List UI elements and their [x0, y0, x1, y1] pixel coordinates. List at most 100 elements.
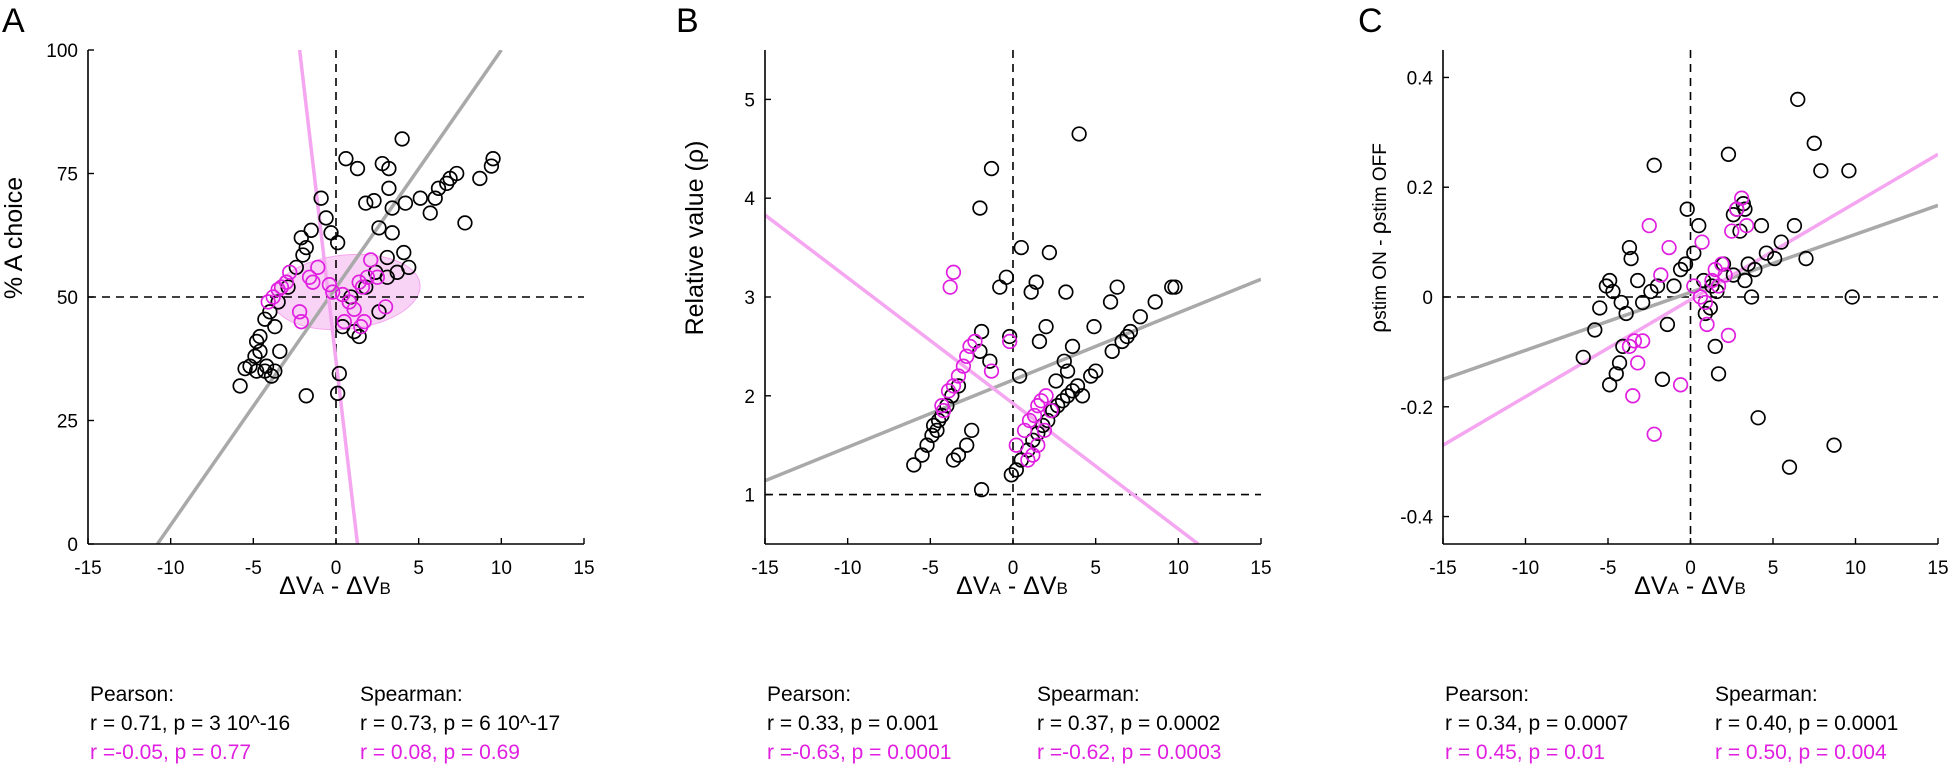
- data-point-magenta: [1634, 333, 1651, 349]
- spearman-title: Spearman:: [1715, 683, 1818, 706]
- data-point-black: [972, 343, 988, 359]
- x-tick-label: -5: [922, 558, 939, 579]
- data-point-magenta: [325, 284, 341, 300]
- data-point-black: [1826, 437, 1842, 453]
- data-point-magenta: [291, 304, 308, 320]
- data-point-black: [1164, 279, 1180, 295]
- data-point-magenta: [363, 252, 379, 268]
- data-point-black: [298, 239, 314, 256]
- plot-area: [88, 50, 584, 544]
- data-point-magenta: [1661, 239, 1677, 256]
- data-point-black: [1109, 279, 1125, 295]
- data-point-black: [381, 180, 397, 196]
- data-point-black: [950, 378, 967, 394]
- data-point-magenta: [1036, 422, 1053, 439]
- x-tick-label: -15: [1429, 558, 1456, 579]
- data-point-black: [1102, 294, 1119, 310]
- data-point-black: [358, 195, 374, 211]
- spearman-black-stat: r = 0.40, p = 0.0001: [1715, 712, 1899, 735]
- data-point-black: [1758, 245, 1775, 261]
- data-point-black: [1008, 462, 1024, 478]
- data-point-magenta: [1021, 412, 1038, 429]
- pearson-magenta-stat: r = 0.45, p = 0.01: [1445, 741, 1605, 764]
- data-point-black: [1132, 309, 1148, 325]
- y-tick-label: 50: [57, 288, 78, 309]
- data-point-black: [972, 200, 988, 216]
- data-point-black: [1646, 157, 1662, 173]
- data-point-black: [394, 131, 410, 147]
- pearson-magenta-stat: r =-0.63, p = 0.0001: [767, 741, 952, 764]
- data-point-black: [295, 247, 311, 263]
- data-point-magenta: [1020, 452, 1036, 468]
- x-tick-label: -5: [245, 558, 262, 579]
- data-point-magenta: [1697, 294, 1713, 311]
- y-tick-label: 0: [67, 535, 78, 556]
- data-point-black: [998, 269, 1015, 285]
- data-point-magenta: [945, 264, 962, 280]
- regression-line-pink: [765, 213, 1200, 544]
- data-point-magenta: [346, 301, 362, 318]
- data-point-magenta: [1717, 267, 1733, 283]
- data-point-black: [1747, 261, 1763, 278]
- data-point-black: [1737, 272, 1753, 289]
- data-point-black: [1601, 272, 1618, 289]
- data-point-black: [331, 365, 347, 382]
- data-point-black: [1064, 383, 1081, 399]
- data-point-magenta: [1626, 333, 1643, 349]
- data-point-black: [1798, 250, 1814, 267]
- y-tick-label: 2: [744, 387, 755, 408]
- data-point-black: [945, 452, 962, 468]
- data-point-black: [1659, 316, 1676, 333]
- data-point-black: [982, 353, 998, 369]
- data-point-magenta: [1733, 190, 1750, 206]
- data-point-magenta: [310, 259, 326, 276]
- spearman-title: Spearman:: [1037, 683, 1140, 706]
- data-point-black: [906, 457, 922, 473]
- spearman-title: Spearman:: [360, 683, 463, 706]
- data-point-magenta: [1026, 407, 1043, 424]
- data-point-black: [1634, 294, 1651, 311]
- data-point-black: [232, 378, 248, 394]
- data-point-black: [1841, 163, 1857, 179]
- x-tick-label: 5: [413, 558, 424, 579]
- y-tick-label: 4: [744, 189, 755, 210]
- data-point-black: [1773, 234, 1789, 250]
- data-point-black: [950, 447, 967, 463]
- data-point-black: [1686, 245, 1702, 261]
- spearman-stats-a: Spearman: r = 0.73, p = 6 10^-17 r = 0.0…: [360, 680, 560, 767]
- data-point-magenta: [273, 279, 290, 295]
- y-tick-label: 0.4: [1407, 68, 1434, 89]
- y-tick-label: 0.2: [1407, 178, 1433, 199]
- spearman-black-stat: r = 0.73, p = 6 10^-17: [360, 712, 561, 735]
- data-point-magenta: [369, 269, 385, 285]
- data-point-black: [1054, 393, 1071, 409]
- spearman-stats-b: Spearman: r = 0.37, p = 0.0002 r =-0.62,…: [1037, 680, 1221, 767]
- data-point-black: [1003, 467, 1019, 483]
- data-point-black: [330, 235, 346, 251]
- data-point-black: [1074, 388, 1091, 404]
- data-point-black: [1031, 333, 1048, 350]
- panel-label: C: [1358, 2, 1383, 40]
- plot-area: [1443, 50, 1938, 544]
- data-point-black: [1697, 305, 1713, 322]
- data-point-magenta: [1646, 426, 1662, 442]
- data-point-black: [1720, 146, 1737, 162]
- data-point-magenta: [1038, 388, 1054, 404]
- x-tick-label: -5: [1600, 558, 1617, 579]
- y-tick-label: -0.4: [1400, 508, 1433, 529]
- data-point-black: [483, 158, 500, 174]
- data-point-black: [959, 437, 975, 453]
- data-point-black: [1028, 274, 1044, 290]
- y-tick-label: 100: [46, 41, 78, 62]
- data-point-black: [1601, 377, 1618, 393]
- spearman-magenta-stat: r =-0.62, p = 0.0003: [1037, 741, 1222, 764]
- x-tick-label: 15: [1927, 558, 1948, 579]
- data-point-black: [964, 422, 980, 439]
- data-point-black: [925, 417, 942, 434]
- spearman-magenta-stat: r = 0.50, p = 0.004: [1715, 741, 1887, 764]
- data-point-magenta: [377, 299, 394, 315]
- x-tick-label: 15: [1250, 558, 1271, 579]
- data-point-black: [1088, 363, 1104, 379]
- data-point-magenta: [940, 383, 957, 399]
- data-point-magenta: [959, 348, 975, 364]
